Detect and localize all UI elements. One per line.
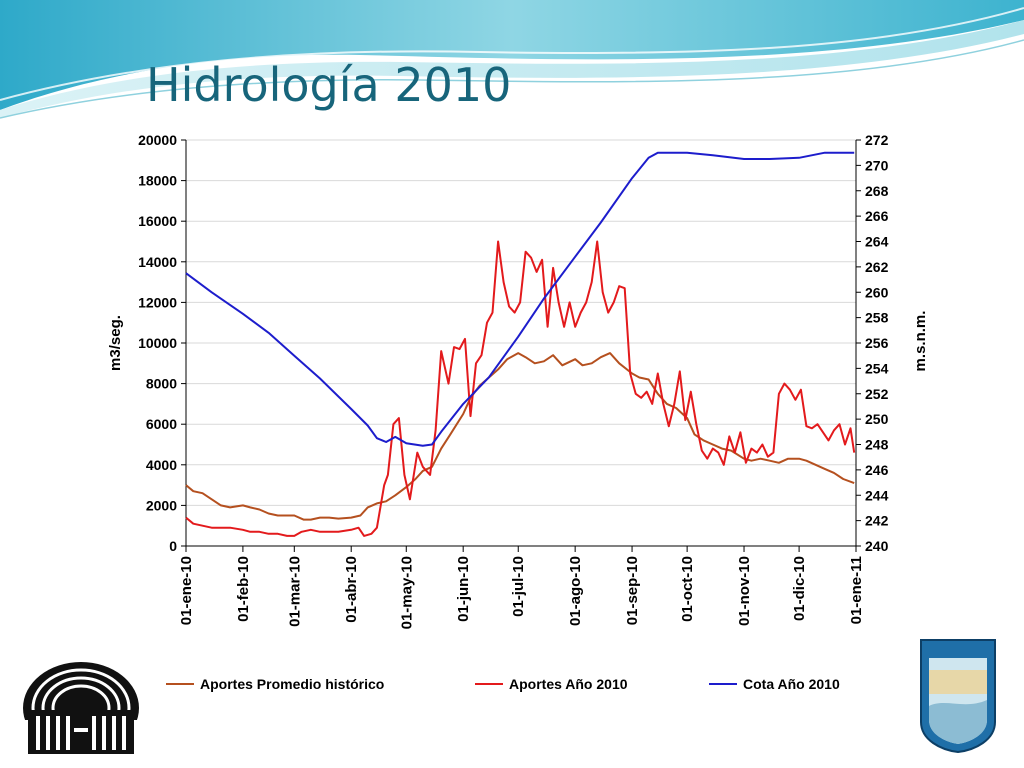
y2-tick-label: 256: [865, 335, 889, 351]
y-tick-label: 16000: [138, 213, 177, 229]
y2-tick-label: 264: [865, 234, 889, 250]
y2-tick-label: 266: [865, 208, 889, 224]
x-tick-label: 01-mar-10: [286, 556, 303, 627]
y2-tick-label: 262: [865, 259, 889, 275]
x-tick-label: 01-oct-10: [679, 556, 696, 622]
y-tick-label: 4000: [146, 457, 177, 473]
slide-title: Hidrología 2010: [146, 58, 512, 112]
y-axis-title: m3/seg.: [107, 315, 124, 371]
y2-tick-label: 272: [865, 132, 889, 148]
y-tick-label: 12000: [138, 294, 177, 310]
y-tick-label: 18000: [138, 173, 177, 189]
y2-tick-label: 244: [865, 487, 889, 503]
y2-axis-title: m.s.n.m.: [912, 311, 929, 372]
legend-item-cota-label: Cota Año 2010: [743, 676, 840, 692]
x-tick-label: 01-feb-10: [235, 556, 252, 622]
x-tick-label: 01-ene-11: [848, 556, 865, 624]
y-tick-label: 10000: [138, 335, 177, 351]
y2-tick-label: 248: [865, 437, 889, 453]
y2-tick-label: 240: [865, 538, 889, 554]
y-tick-label: 0: [169, 538, 177, 554]
x-tick-label: 01-jun-10: [455, 556, 472, 622]
y2-tick-label: 258: [865, 310, 889, 326]
x-tick-label: 01-dic-10: [791, 556, 808, 621]
x-tick-label: 01-abr-10: [343, 556, 360, 623]
x-tick-label: 01-nov-10: [736, 556, 753, 626]
y-tick-label: 6000: [146, 416, 177, 432]
y2-tick-label: 268: [865, 183, 889, 199]
social-responsibility-badge: [920, 639, 996, 754]
legend-item-anio-2010-label: Aportes Año 2010: [509, 676, 628, 692]
y2-tick-label: 242: [865, 513, 889, 529]
y-tick-label: 14000: [138, 254, 177, 270]
aportes-promedio-historico-line: [185, 352, 855, 521]
x-tick-label: 01-sep-10: [624, 556, 641, 625]
y2-tick-label: 250: [865, 411, 889, 427]
x-tick-label: 01-may-10: [398, 556, 415, 629]
header-banner-decoration: [0, 0, 1024, 119]
y-tick-label: 8000: [146, 376, 177, 392]
y2-tick-label: 252: [865, 386, 889, 402]
y-tick-label: 20000: [138, 132, 177, 148]
y-tick-label: 2000: [146, 497, 177, 513]
x-tick-label: 01-jul-10: [510, 556, 527, 617]
x-tick-label: 01-ene-10: [178, 556, 195, 625]
x-tick-label: 01-ago-10: [567, 556, 584, 626]
y2-tick-label: 260: [865, 284, 889, 300]
y2-tick-label: 254: [865, 360, 889, 376]
aportes-2010-line: [185, 240, 856, 537]
y2-tick-label: 270: [865, 157, 889, 173]
y2-tick-label: 246: [865, 462, 889, 478]
legend-item-historico-label: Aportes Promedio histórico: [200, 676, 384, 692]
cota-2010-line: [185, 151, 855, 447]
university-logo: [20, 662, 142, 756]
